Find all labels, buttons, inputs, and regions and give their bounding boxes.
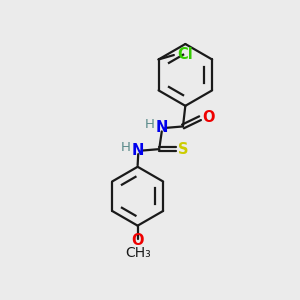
Text: S: S (178, 142, 188, 157)
Text: N: N (156, 120, 168, 135)
Text: N: N (132, 143, 144, 158)
Text: Cl: Cl (177, 47, 193, 62)
Text: O: O (202, 110, 215, 125)
Text: CH₃: CH₃ (125, 246, 151, 260)
Text: O: O (131, 233, 144, 248)
Text: H: H (145, 118, 154, 131)
Text: H: H (121, 141, 131, 154)
